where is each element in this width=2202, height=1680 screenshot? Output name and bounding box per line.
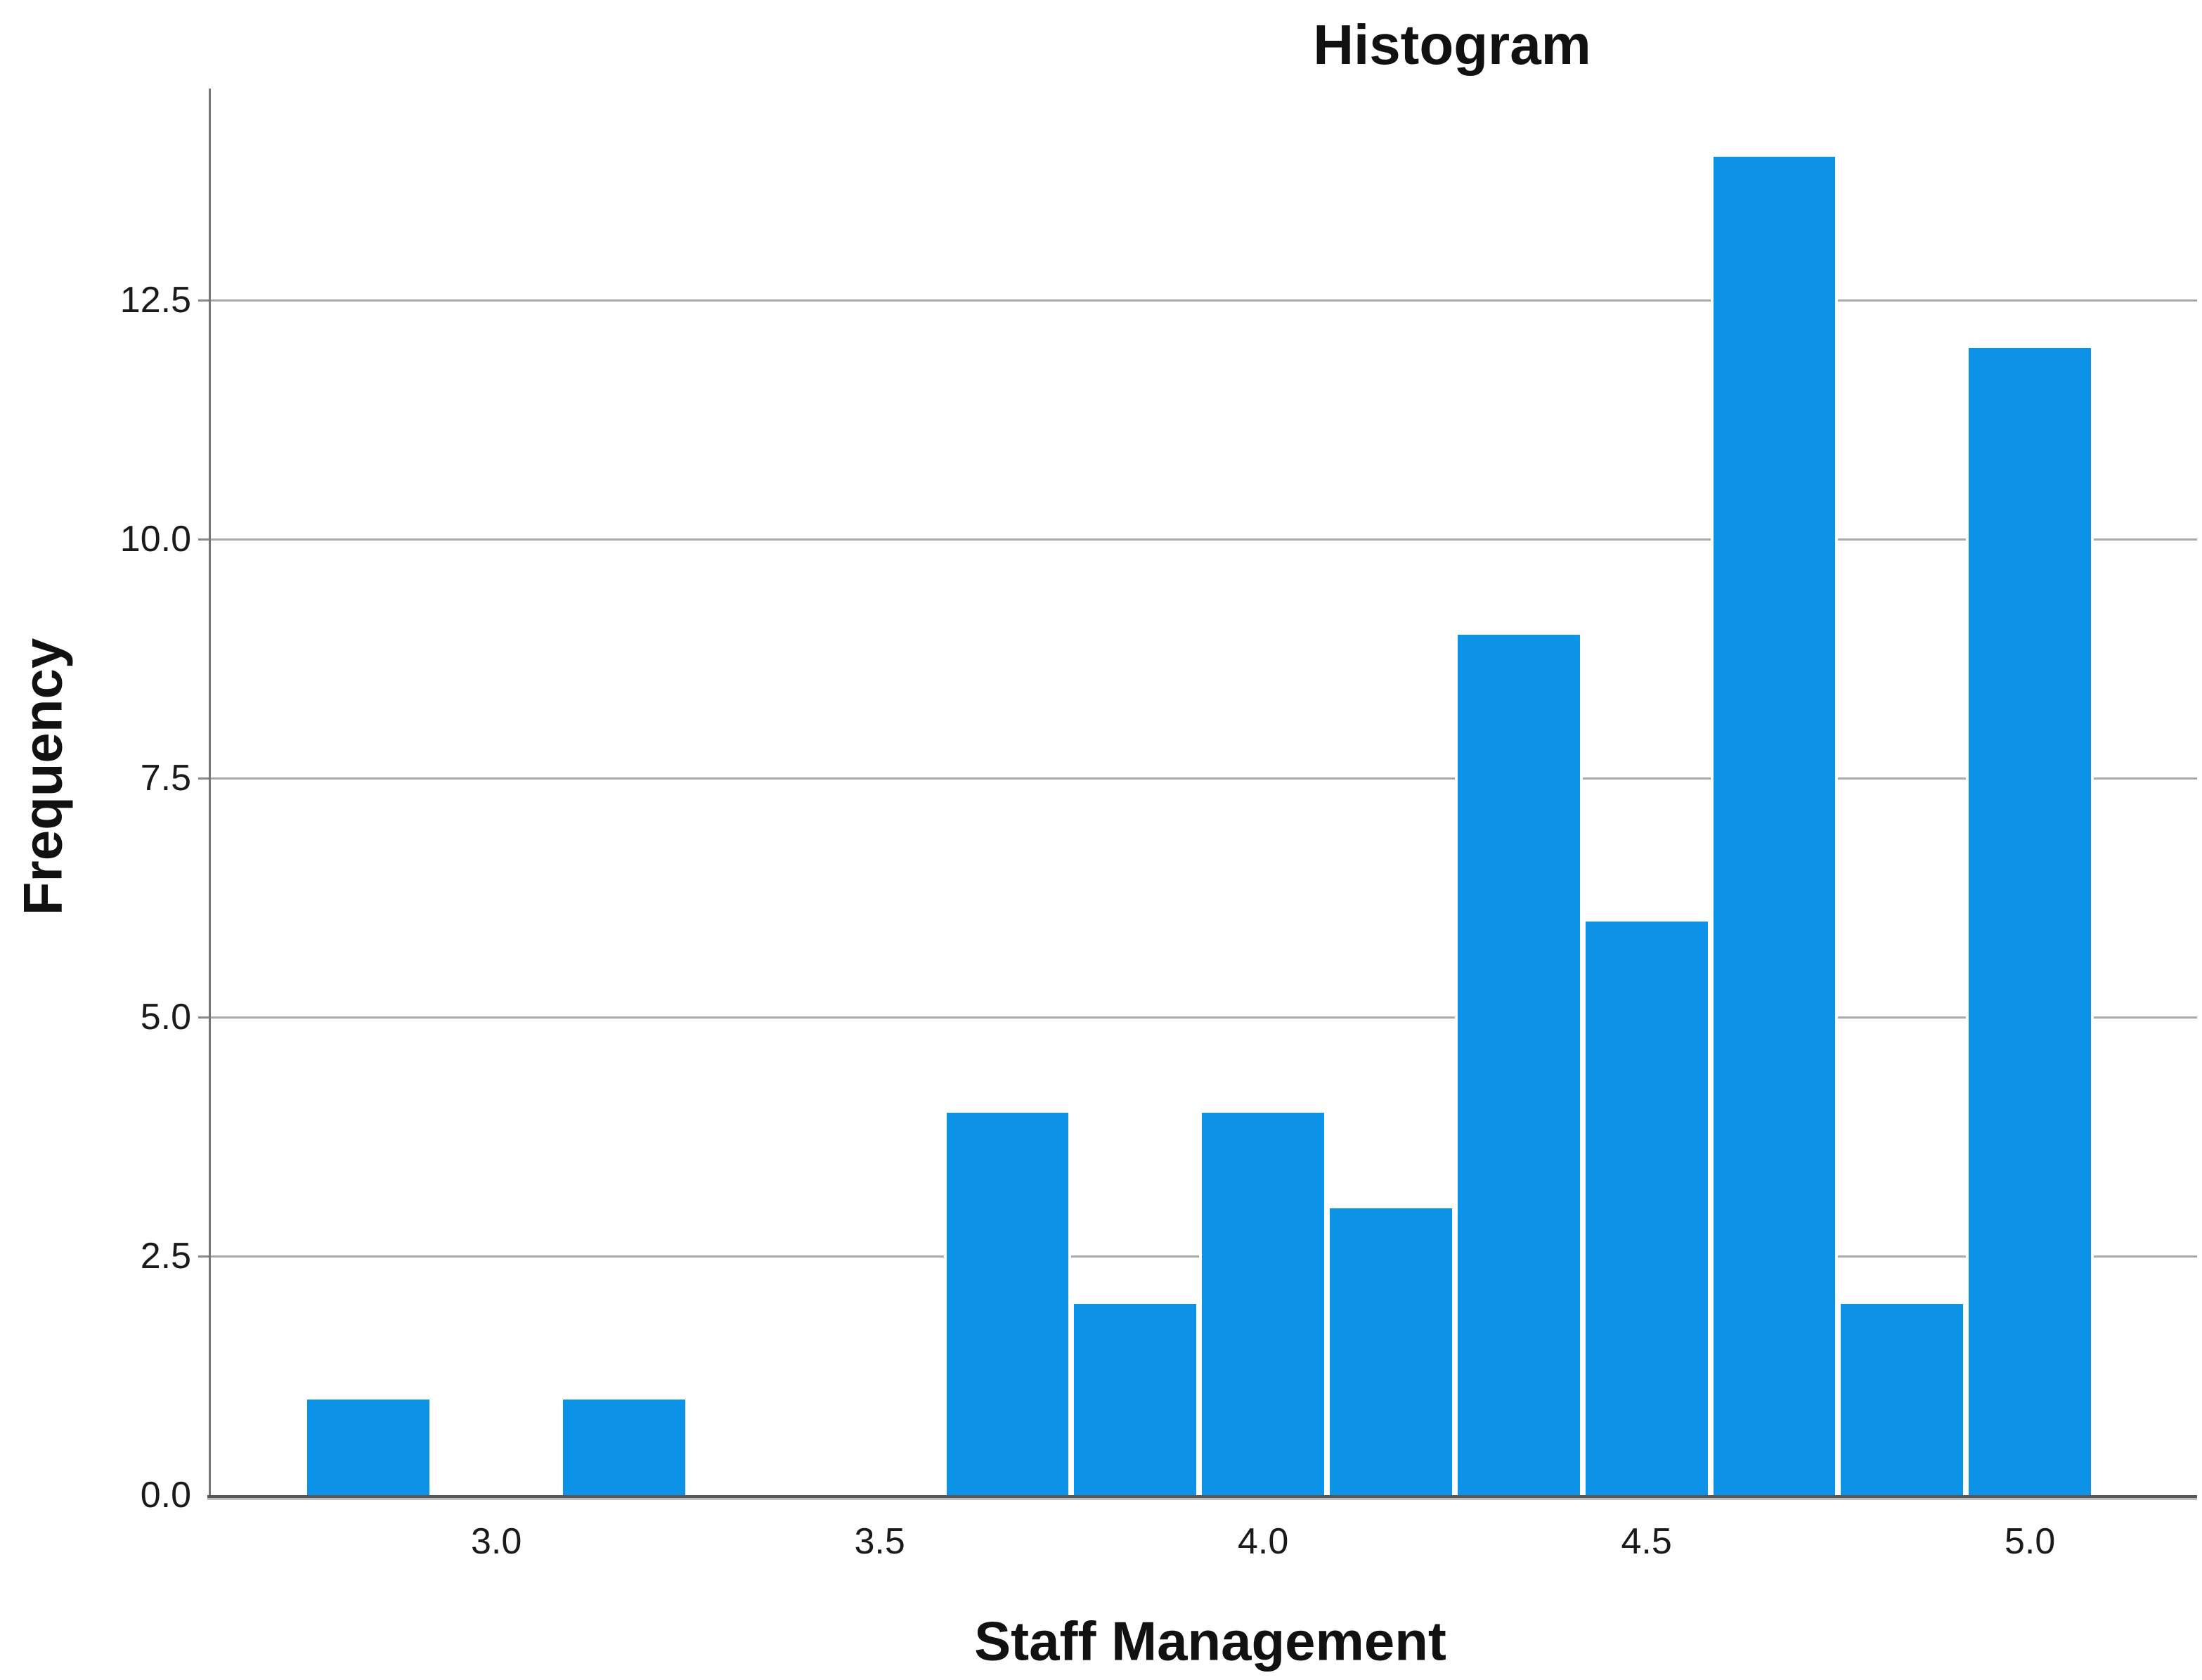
chart-title: Histogram bbox=[1313, 13, 1591, 76]
gridline bbox=[209, 777, 2197, 780]
gridline bbox=[209, 299, 2197, 302]
x-tick-label: 4.5 bbox=[1621, 1521, 1672, 1562]
y-tick-label: 7.5 bbox=[140, 757, 191, 799]
x-tick-label: 3.5 bbox=[854, 1521, 905, 1562]
y-tick-label: 12.5 bbox=[119, 279, 191, 321]
y-tick-mark bbox=[198, 1016, 209, 1019]
y-tick-label: 2.5 bbox=[140, 1235, 191, 1277]
y-tick-label: 10.0 bbox=[119, 518, 191, 560]
x-axis-label: Staff Management bbox=[974, 1610, 1446, 1672]
y-tick-mark bbox=[198, 1255, 209, 1258]
histogram-bar bbox=[1582, 921, 1711, 1495]
x-tick-label: 4.0 bbox=[1237, 1521, 1289, 1562]
histogram-bar bbox=[1454, 634, 1583, 1495]
histogram-bar bbox=[1071, 1303, 1200, 1495]
histogram-bar bbox=[560, 1399, 688, 1495]
histogram-bar bbox=[943, 1112, 1072, 1495]
histogram-bar bbox=[1838, 1303, 1967, 1495]
y-tick-label: 5.0 bbox=[140, 996, 191, 1038]
y-tick-label: 0.0 bbox=[140, 1475, 191, 1516]
gridline bbox=[209, 1016, 2197, 1019]
x-axis-line bbox=[207, 1495, 2197, 1498]
gridline bbox=[209, 538, 2197, 541]
histogram-bar bbox=[1966, 347, 2094, 1495]
histogram-bar bbox=[1199, 1112, 1328, 1495]
histogram-bar bbox=[304, 1399, 433, 1495]
x-tick-label: 5.0 bbox=[2005, 1521, 2056, 1562]
y-tick-mark bbox=[198, 777, 209, 780]
histogram-bar bbox=[1710, 156, 1839, 1495]
plot-area bbox=[207, 89, 2197, 1498]
y-tick-mark bbox=[198, 538, 209, 541]
y-tick-mark bbox=[198, 299, 209, 302]
histogram-bar bbox=[1327, 1208, 1455, 1495]
x-tick-label: 3.0 bbox=[470, 1521, 522, 1562]
y-axis-line bbox=[209, 89, 211, 1495]
